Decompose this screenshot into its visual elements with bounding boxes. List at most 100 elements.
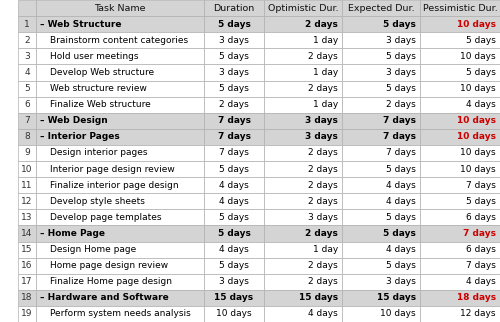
Bar	[342, 193, 420, 209]
Text: – Hardware and Software: – Hardware and Software	[40, 293, 169, 302]
Text: 15: 15	[21, 245, 33, 254]
Text: Design Home page: Design Home page	[50, 245, 136, 254]
Bar	[204, 32, 264, 48]
Bar	[204, 258, 264, 274]
Text: Task Name: Task Name	[94, 4, 146, 13]
Text: 5 days: 5 days	[386, 261, 416, 270]
Bar	[204, 129, 264, 145]
Bar	[204, 242, 264, 258]
Text: Optimistic Dur.: Optimistic Dur.	[268, 4, 338, 13]
Text: 10 days: 10 days	[457, 116, 496, 125]
Bar	[342, 64, 420, 80]
Bar	[264, 97, 342, 113]
Bar	[420, 64, 500, 80]
Bar	[204, 97, 264, 113]
Bar	[264, 32, 342, 48]
Bar	[342, 258, 420, 274]
Text: 3 days: 3 days	[308, 213, 338, 222]
Text: 15 days: 15 days	[214, 293, 254, 302]
Text: 4 days: 4 days	[308, 309, 338, 318]
Bar	[264, 64, 342, 80]
Text: 10 days: 10 days	[216, 309, 252, 318]
Bar	[18, 274, 36, 290]
Bar	[36, 48, 204, 64]
Bar	[420, 242, 500, 258]
Text: 7 days: 7 days	[466, 261, 496, 270]
Text: 1 day: 1 day	[313, 68, 338, 77]
Bar	[18, 290, 36, 306]
Bar	[18, 32, 36, 48]
Text: 5: 5	[24, 84, 30, 93]
Bar	[36, 64, 204, 80]
Bar	[18, 177, 36, 193]
Text: 5 days: 5 days	[386, 165, 416, 174]
Text: 7: 7	[24, 116, 30, 125]
Bar	[36, 258, 204, 274]
Bar	[342, 129, 420, 145]
Bar	[264, 129, 342, 145]
Bar	[36, 80, 204, 97]
Text: Develop style sheets: Develop style sheets	[50, 197, 145, 206]
Text: 3 days: 3 days	[386, 36, 416, 45]
Bar	[18, 113, 36, 129]
Bar	[204, 48, 264, 64]
Text: 14: 14	[22, 229, 32, 238]
Bar	[18, 48, 36, 64]
Bar	[342, 242, 420, 258]
Bar	[204, 290, 264, 306]
Bar	[342, 97, 420, 113]
Bar	[36, 209, 204, 225]
Text: 2 days: 2 days	[386, 100, 416, 109]
Text: 7 days: 7 days	[219, 148, 249, 157]
Bar	[36, 225, 204, 242]
Bar	[342, 0, 420, 16]
Bar	[420, 306, 500, 322]
Bar	[264, 274, 342, 290]
Text: 4 days: 4 days	[386, 197, 416, 206]
Bar	[18, 129, 36, 145]
Bar	[204, 0, 264, 16]
Text: 5 days: 5 days	[219, 84, 249, 93]
Bar	[204, 161, 264, 177]
Text: 7 days: 7 days	[383, 132, 416, 141]
Text: 19: 19	[21, 309, 33, 318]
Bar	[342, 290, 420, 306]
Bar	[204, 306, 264, 322]
Bar	[18, 209, 36, 225]
Text: 5 days: 5 days	[386, 213, 416, 222]
Text: 5 days: 5 days	[466, 197, 496, 206]
Bar	[342, 306, 420, 322]
Text: 5 days: 5 days	[383, 20, 416, 29]
Bar	[264, 161, 342, 177]
Bar	[18, 161, 36, 177]
Bar	[264, 0, 342, 16]
Text: 17: 17	[21, 277, 33, 286]
Bar	[18, 225, 36, 242]
Bar	[342, 32, 420, 48]
Text: 10 days: 10 days	[380, 309, 416, 318]
Text: 3 days: 3 days	[386, 68, 416, 77]
Text: 5 days: 5 days	[219, 261, 249, 270]
Bar	[18, 258, 36, 274]
Text: 10 days: 10 days	[460, 165, 496, 174]
Text: 2 days: 2 days	[305, 229, 338, 238]
Text: Finalize Web structure: Finalize Web structure	[50, 100, 151, 109]
Text: 10 days: 10 days	[460, 52, 496, 61]
Bar	[18, 242, 36, 258]
Bar	[264, 290, 342, 306]
Text: 5 days: 5 days	[386, 84, 416, 93]
Bar	[36, 145, 204, 161]
Text: Duration: Duration	[214, 4, 254, 13]
Text: 3 days: 3 days	[305, 132, 338, 141]
Text: Perform system needs analysis: Perform system needs analysis	[50, 309, 191, 318]
Text: 7 days: 7 days	[386, 148, 416, 157]
Bar	[36, 97, 204, 113]
Bar	[420, 16, 500, 32]
Text: 5 days: 5 days	[218, 229, 250, 238]
Bar	[36, 274, 204, 290]
Text: 1 day: 1 day	[313, 36, 338, 45]
Text: 1 day: 1 day	[313, 100, 338, 109]
Bar	[36, 242, 204, 258]
Bar	[36, 113, 204, 129]
Text: Web structure review: Web structure review	[50, 84, 147, 93]
